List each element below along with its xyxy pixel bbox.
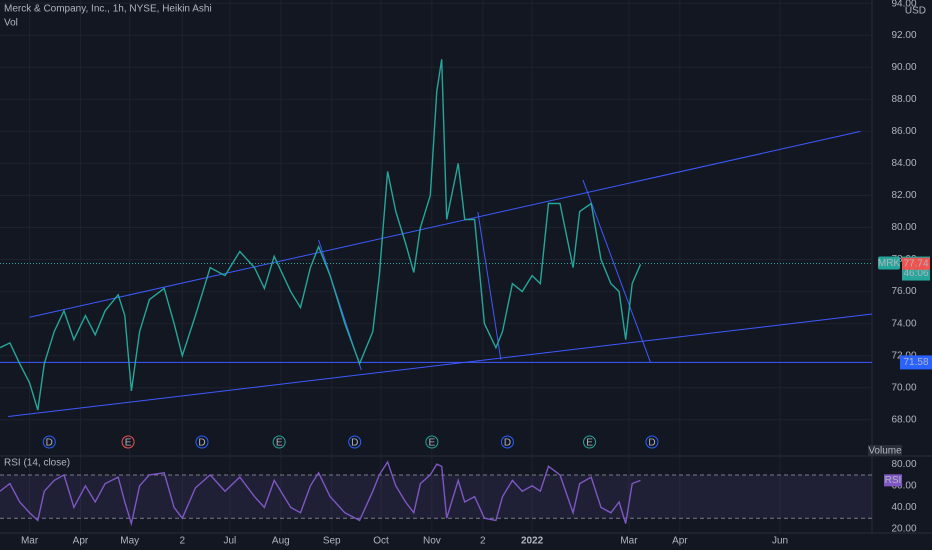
- y-tick-label: 76.00: [891, 286, 916, 297]
- x-tick-label: 2: [480, 536, 486, 547]
- event-marker: [121, 435, 135, 449]
- event-marker: [195, 435, 209, 449]
- y-tick-label: 84.00: [891, 158, 916, 169]
- x-tick-label: Apr: [73, 536, 89, 547]
- y-tick-label: 94.00: [891, 0, 916, 10]
- trend-line: [477, 212, 502, 360]
- y-tick-label: 88.00: [891, 94, 916, 105]
- event-letter: E: [429, 438, 436, 449]
- series-line: [0, 460, 641, 527]
- x-tick-label: Nov: [423, 536, 441, 547]
- volume-badge: [868, 445, 902, 456]
- x-tick-label: Jul: [224, 536, 237, 547]
- event-letter: E: [125, 438, 132, 449]
- event-marker: [583, 435, 597, 449]
- y-tick-label: 80.00: [891, 222, 916, 233]
- y-tick-label: 68.00: [891, 414, 916, 425]
- event-letter: D: [504, 438, 511, 449]
- event-marker: [272, 435, 286, 449]
- trend-line: [8, 313, 873, 418]
- volume-title: Vol: [4, 18, 18, 29]
- level-price-label: 71.58: [903, 357, 928, 368]
- trend-line: [582, 179, 651, 363]
- y-tick-label: 20.00: [891, 524, 916, 535]
- rsi-badge-label: RSI: [885, 475, 902, 486]
- y-tick-label: 80.00: [891, 459, 916, 470]
- event-marker: [425, 435, 439, 449]
- chart-title: Merck & Company, Inc., 1h, NYSE, Heikin …: [4, 4, 212, 15]
- x-tick-label: Aug: [272, 536, 290, 547]
- x-tick-label: 2: [180, 536, 186, 547]
- y-tick-label: 40.00: [891, 502, 916, 513]
- event-marker: [42, 435, 56, 449]
- rsi-title: RSI (14, close): [4, 458, 70, 469]
- y-tick-label: 60.00: [891, 480, 916, 491]
- currency: USD: [905, 6, 926, 17]
- trend-line: [29, 130, 861, 318]
- x-tick-label: May: [120, 536, 139, 547]
- event-letter: D: [351, 438, 358, 449]
- level-badge: [900, 355, 932, 370]
- series-line: [0, 59, 642, 411]
- x-tick-label: 2022: [521, 536, 544, 547]
- x-tick-label: Jun: [772, 536, 788, 547]
- x-tick-label: Oct: [373, 536, 389, 547]
- volume-label: Volume: [868, 446, 902, 457]
- y-tick-label: 70.00: [891, 382, 916, 393]
- bid-badge: [902, 257, 930, 270]
- event-letter: D: [198, 438, 205, 449]
- y-tick-label: 92.00: [891, 30, 916, 41]
- event-marker: [645, 435, 659, 449]
- event-marker: [348, 435, 362, 449]
- event-letter: D: [46, 438, 53, 449]
- bid-price-label: 77.74: [903, 258, 928, 269]
- symbol-label: MRK: [878, 258, 901, 269]
- y-tick-label: 74.00: [891, 318, 916, 329]
- symbol-badge: [878, 256, 900, 270]
- x-tick-label: Mar: [21, 536, 39, 547]
- event-letter: E: [276, 438, 283, 449]
- rsi-band: [0, 474, 872, 519]
- y-tick-label: 82.00: [891, 190, 916, 201]
- x-tick-label: Apr: [672, 536, 688, 547]
- event-letter: D: [648, 438, 655, 449]
- x-tick-label: Mar: [620, 536, 638, 547]
- y-tick-label: 86.00: [891, 126, 916, 137]
- x-tick-label: Sep: [323, 536, 341, 547]
- countdown-label: 46:06: [903, 268, 928, 279]
- y-tick-label: 90.00: [891, 62, 916, 73]
- rsi-badge: [884, 474, 902, 487]
- event-marker: [500, 435, 514, 449]
- event-letter: E: [586, 438, 593, 449]
